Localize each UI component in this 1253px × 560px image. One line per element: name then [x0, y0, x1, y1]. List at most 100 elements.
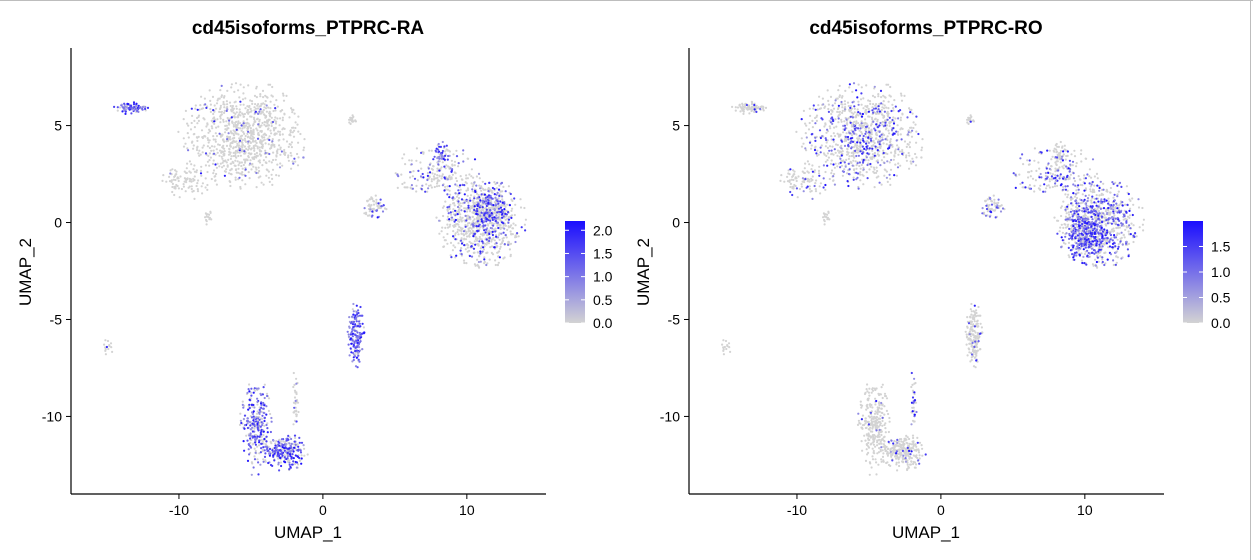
cell-point	[914, 123, 917, 126]
cell-point	[800, 137, 803, 140]
cell-point	[290, 442, 293, 445]
cell-point	[256, 403, 259, 406]
cell-point	[271, 168, 275, 171]
cell-point	[346, 330, 349, 333]
cell-point	[501, 212, 504, 215]
cell-point	[1097, 260, 1100, 263]
cell-point	[289, 465, 292, 468]
cell-point	[484, 188, 487, 191]
cell-point	[190, 107, 193, 110]
cell-point	[877, 112, 880, 115]
cell-point	[831, 145, 834, 148]
cell-point	[465, 199, 468, 202]
cell-point	[273, 459, 276, 462]
cell-point	[351, 332, 355, 335]
cell-point	[245, 434, 248, 437]
cell-point	[1129, 207, 1132, 210]
cell-point	[182, 145, 186, 148]
cell-point	[441, 184, 444, 187]
cell-point	[223, 106, 226, 109]
cell-point	[229, 169, 232, 172]
cell-point	[279, 456, 282, 460]
cell-point	[256, 435, 259, 438]
cell-point	[290, 107, 293, 110]
cell-point	[1064, 149, 1067, 152]
cell-point	[877, 93, 880, 96]
cell-point	[243, 449, 246, 452]
cell-point	[973, 318, 976, 321]
cell-point	[277, 461, 280, 464]
cell-point	[253, 417, 257, 420]
cell-point	[295, 382, 298, 385]
cell-point	[253, 121, 256, 124]
cell-point	[205, 220, 208, 223]
cell-point	[792, 174, 795, 177]
cell-point	[830, 172, 833, 175]
cell-point	[253, 153, 256, 156]
cell-point	[908, 108, 912, 111]
cell-point	[289, 143, 292, 146]
cell-point	[976, 325, 979, 328]
cell-point	[286, 452, 289, 455]
cell-point	[826, 152, 830, 155]
cell-point	[852, 112, 855, 115]
cell-point	[292, 457, 295, 460]
cell-point	[1063, 223, 1066, 226]
cell-point	[256, 458, 259, 461]
cell-point	[271, 120, 275, 124]
cell-point	[496, 216, 500, 219]
cell-point	[488, 232, 491, 236]
cell-point	[480, 218, 483, 221]
cell-point	[860, 131, 863, 134]
cell-point	[220, 151, 223, 154]
cell-point	[478, 223, 481, 226]
cell-point	[290, 154, 293, 157]
cell-point	[256, 422, 259, 425]
cell-point	[511, 233, 514, 236]
cell-point	[219, 135, 222, 138]
cell-point	[231, 140, 234, 144]
cell-point	[829, 162, 833, 165]
cell-point	[452, 230, 455, 233]
cell-point	[229, 142, 232, 145]
cell-point	[205, 223, 208, 226]
cell-point	[291, 453, 294, 456]
cell-point	[231, 132, 234, 135]
cell-point	[889, 183, 892, 186]
cell-point	[454, 225, 457, 228]
cell-point	[1132, 240, 1135, 244]
cell-point	[484, 199, 487, 202]
cell-point	[903, 140, 907, 143]
cell-point	[856, 138, 860, 141]
cell-point	[907, 129, 910, 132]
cell-point	[869, 102, 872, 105]
cell-point	[1083, 177, 1086, 180]
cell-point	[203, 97, 206, 100]
cell-point	[871, 153, 875, 156]
cell-point	[210, 119, 213, 122]
cell-point	[1054, 174, 1057, 177]
cell-point	[234, 178, 237, 181]
cell-point	[381, 210, 385, 213]
cell-point	[216, 162, 219, 165]
cell-point	[239, 127, 242, 130]
cell-point	[824, 145, 828, 148]
cell-point	[498, 256, 501, 259]
cell-point	[487, 212, 490, 215]
cell-point	[463, 201, 466, 204]
cell-point	[196, 190, 200, 193]
cell-point	[262, 183, 265, 186]
cell-point	[1066, 207, 1069, 210]
cell-point	[106, 339, 110, 343]
cell-point	[250, 403, 253, 406]
cell-point	[468, 216, 471, 219]
cell-point	[439, 145, 442, 148]
cell-point	[1081, 227, 1084, 230]
cell-point	[479, 233, 482, 236]
cell-point	[1084, 213, 1087, 216]
cell-point	[257, 103, 260, 106]
cell-point	[242, 163, 245, 167]
cell-point	[353, 316, 356, 319]
cell-point	[968, 348, 971, 351]
cell-point	[460, 242, 464, 245]
